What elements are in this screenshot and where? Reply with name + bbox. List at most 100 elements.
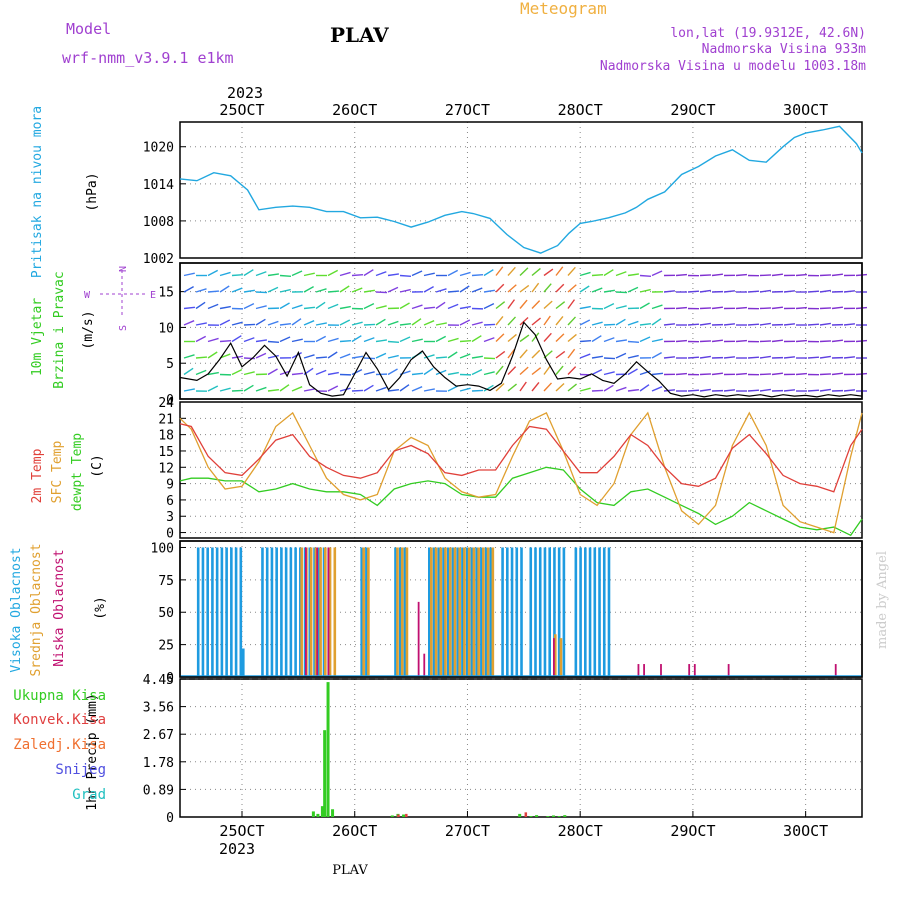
wind-vector xyxy=(388,390,399,391)
top-date-tick: 29OCT xyxy=(670,101,715,119)
precip-total-bar xyxy=(316,814,319,817)
high-cloud-bar xyxy=(266,547,269,677)
wind-vector xyxy=(700,374,711,375)
wind-vector xyxy=(628,356,639,358)
wind-vector xyxy=(844,291,855,292)
wind-vector xyxy=(340,354,350,358)
wind-vector xyxy=(628,274,639,276)
wind-vector xyxy=(604,270,613,276)
wind-vector xyxy=(604,290,615,292)
wind-ylabel-unit: (m/s) xyxy=(81,310,96,349)
cloud-ytick-label: 75 xyxy=(158,574,174,589)
wind-vector xyxy=(364,324,375,325)
wind-vector xyxy=(676,275,687,276)
wind-vector xyxy=(184,389,195,391)
wind-vector xyxy=(340,320,350,325)
wind-vector xyxy=(784,357,795,358)
wind-vector xyxy=(472,356,483,358)
wind-vector xyxy=(532,268,540,275)
wind-vector xyxy=(244,385,253,391)
wind-vector xyxy=(244,324,255,325)
high-cloud-bar xyxy=(593,547,596,677)
wind-vector xyxy=(568,367,576,375)
temp-ytick-label: 21 xyxy=(158,412,174,427)
high-cloud-bar xyxy=(608,547,611,677)
temp-ytick-label: 0 xyxy=(166,527,174,542)
high-cloud-bar xyxy=(584,547,587,677)
wind-ytick-label: 10 xyxy=(158,321,174,336)
wind-vector xyxy=(544,333,551,341)
wind-vector xyxy=(448,291,459,292)
mid-cloud-bar xyxy=(319,547,322,677)
precip-panel: 00.891.782.673.564.45 xyxy=(143,673,862,826)
low-cloud-bar xyxy=(643,664,645,677)
precip-total-bar xyxy=(518,814,521,817)
wind-vector xyxy=(616,292,627,293)
high-cloud-bar xyxy=(235,547,238,677)
wind-vector xyxy=(772,274,783,275)
wind-vector xyxy=(592,356,603,358)
temp-ylabel-dewpt: dewpt Temp xyxy=(70,433,85,511)
top-date-tick: 25OCT xyxy=(219,101,264,119)
wind-vector xyxy=(544,366,550,375)
wind-vector xyxy=(352,356,363,358)
wind-vector xyxy=(484,358,495,359)
top-date-tick: 26OCT xyxy=(332,101,377,119)
mid-cloud-bar xyxy=(449,547,452,677)
wind-vector xyxy=(256,387,266,391)
wind-vector xyxy=(436,336,446,341)
wind-vector xyxy=(388,342,399,343)
wind-vector xyxy=(244,290,255,292)
mid-cloud-bar xyxy=(468,547,471,677)
mid-cloud-bar xyxy=(487,547,490,677)
bottom-date-tick: 26OCT xyxy=(332,822,377,840)
wind-vector xyxy=(556,267,563,276)
mid-cloud-bar xyxy=(406,547,409,677)
high-cloud-bar xyxy=(579,547,582,677)
wind-vector xyxy=(208,304,218,308)
high-cloud-bar xyxy=(202,547,205,677)
wind-vector xyxy=(652,319,661,325)
wind-ylabel: 10m Vjetar Brzina i Pravac (m/s) N S W E xyxy=(30,266,156,389)
wind-vector xyxy=(424,368,433,374)
precip-conv-bar xyxy=(397,815,400,817)
wind-vector xyxy=(520,285,529,292)
wind-vector xyxy=(184,321,194,325)
cloud-ytick-label: 25 xyxy=(158,639,174,654)
wind-vector xyxy=(652,305,662,308)
wind-vector xyxy=(568,334,576,341)
high-cloud-bar xyxy=(589,547,592,677)
wind-vector xyxy=(532,301,540,309)
mid-cloud-bar xyxy=(473,547,476,677)
wind-vector xyxy=(556,351,565,358)
precip-total-bar xyxy=(546,816,549,817)
wind-vector xyxy=(832,373,843,374)
wind-vector xyxy=(544,269,553,275)
wind-vector xyxy=(628,321,638,325)
wind-vector xyxy=(688,291,699,292)
wind-vector xyxy=(292,305,302,308)
wind-vector xyxy=(328,373,339,375)
wind-vector xyxy=(244,270,253,276)
wind-vector xyxy=(616,387,626,391)
wind-vector xyxy=(496,302,505,309)
wind-vector xyxy=(460,307,471,309)
compass-w: W xyxy=(84,290,91,301)
wind-vector xyxy=(820,323,831,325)
wind-vector xyxy=(472,336,481,342)
precip-total-bar xyxy=(312,811,315,817)
wind-vector xyxy=(604,372,615,375)
wind-vector xyxy=(352,390,363,391)
low-cloud-bar xyxy=(688,664,690,677)
wind-vector xyxy=(196,323,207,325)
cloud-ylabel-high: Visoka Oblacnost xyxy=(9,547,24,672)
high-cloud-bar xyxy=(544,547,547,677)
mid-cloud-bar xyxy=(324,547,327,677)
wind-vector xyxy=(484,338,494,342)
wind-vector xyxy=(520,335,529,341)
wind-vector xyxy=(808,324,819,325)
wind-vector xyxy=(760,374,771,375)
